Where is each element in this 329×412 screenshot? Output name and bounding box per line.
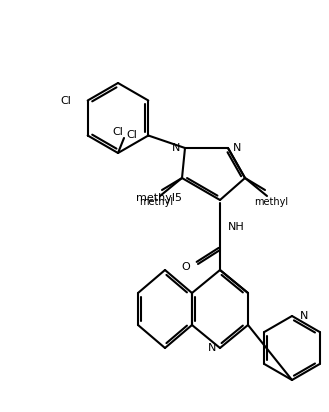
Text: N: N: [208, 343, 216, 353]
Text: methyl: methyl: [139, 197, 173, 207]
Text: NH: NH: [228, 222, 245, 232]
Text: methyl: methyl: [254, 197, 288, 207]
Text: Cl: Cl: [61, 96, 72, 105]
Text: O: O: [181, 262, 190, 272]
Text: methyl5: methyl5: [136, 193, 182, 203]
Text: Cl: Cl: [126, 130, 137, 140]
Text: N: N: [233, 143, 241, 153]
Text: N: N: [300, 311, 308, 321]
Text: N: N: [172, 143, 180, 153]
Text: Cl: Cl: [113, 127, 123, 137]
